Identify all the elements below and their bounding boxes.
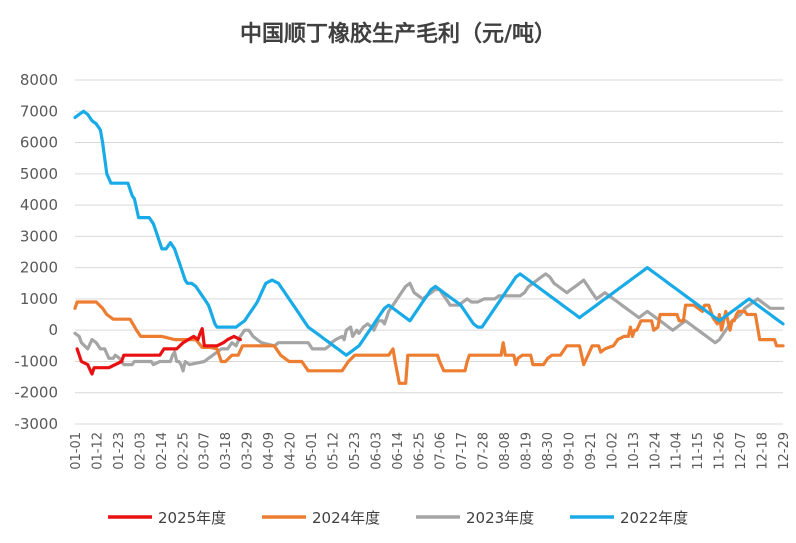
y-tick-label: 8000 — [20, 71, 58, 89]
series-lines — [73, 109, 785, 385]
x-tick-label: 06-25 — [412, 432, 427, 470]
series-line-2 — [73, 300, 785, 385]
x-tick-label: 08-08 — [498, 432, 513, 470]
y-tick-label: -1000 — [14, 352, 58, 370]
x-tick-label: 02-03 — [133, 432, 148, 470]
x-tick-label: 01-23 — [112, 432, 127, 470]
x-tick-label: 01-01 — [69, 432, 84, 470]
x-tick-label: 11-15 — [691, 432, 706, 470]
x-tick-label: 11-26 — [713, 432, 728, 470]
y-tick-label: 4000 — [20, 196, 58, 214]
x-tick-label: 01-12 — [90, 432, 105, 470]
x-tick-label: 08-30 — [541, 432, 556, 470]
y-tick-label: 3000 — [20, 227, 58, 245]
x-tick-label: 04-09 — [262, 432, 277, 470]
x-tick-label: 05-12 — [326, 432, 341, 470]
x-tick-label: 05-23 — [348, 432, 363, 470]
x-tick-label: 06-03 — [369, 432, 384, 470]
x-tick-label: 04-20 — [284, 432, 299, 470]
x-tick-label: 10-13 — [627, 432, 642, 470]
y-axis-ticks: 8000 7000 6000 5000 4000 3000 2000 1000 0 -1000 -2… — [14, 71, 58, 433]
x-tick-label: 09-21 — [584, 432, 599, 470]
x-tick-label: 12-07 — [734, 432, 749, 470]
y-tick-label: 7000 — [20, 102, 58, 120]
y-tick-label: 2000 — [20, 259, 58, 277]
x-axis-ticks: 01-01 01-12 01-23 02-03 02-14 02-25 03-07 03-18… — [69, 432, 792, 470]
x-tick-label: 12-18 — [756, 432, 771, 470]
series-line-3 — [73, 272, 785, 373]
y-tick-label: 0 — [48, 321, 58, 339]
x-tick-label: 02-25 — [176, 432, 191, 470]
y-tick-label: -3000 — [14, 415, 58, 433]
x-tick-label: 12-29 — [777, 432, 792, 470]
x-tick-label: 07-28 — [477, 432, 492, 470]
x-tick-label: 09-10 — [562, 432, 577, 470]
x-tick-label: 03-07 — [198, 432, 213, 470]
x-tick-label: 06-14 — [391, 432, 406, 470]
legend: 2025年度 2024年度 2023年度 2022年度 — [108, 509, 688, 527]
x-tick-label: 08-19 — [520, 432, 535, 470]
series-line-4 — [73, 109, 785, 357]
gridlines — [75, 79, 783, 425]
legend-label: 2024年度 — [312, 509, 380, 527]
series-line-1 — [75, 327, 242, 376]
x-tick-label: 10-24 — [648, 432, 663, 470]
legend-label: 2025年度 — [158, 509, 226, 527]
legend-label: 2023年度 — [466, 509, 534, 527]
y-tick-label: -2000 — [14, 384, 58, 402]
x-tick-label: 10-02 — [605, 432, 620, 470]
x-tick-label: 03-18 — [219, 432, 234, 470]
legend-label: 2022年度 — [620, 509, 688, 527]
x-tick-label: 11-04 — [670, 432, 685, 470]
x-tick-label: 05-01 — [305, 432, 320, 470]
y-tick-label: 6000 — [20, 134, 58, 152]
chart-title: 中国顺丁橡胶生产毛利（元/吨） — [240, 21, 556, 47]
y-tick-label: 1000 — [20, 290, 58, 308]
x-tick-label: 03-29 — [241, 432, 256, 470]
y-tick-label: 5000 — [20, 165, 58, 183]
x-tick-label: 07-06 — [434, 432, 449, 470]
x-tick-label: 07-17 — [455, 432, 470, 470]
x-tick-label: 02-14 — [155, 432, 170, 470]
